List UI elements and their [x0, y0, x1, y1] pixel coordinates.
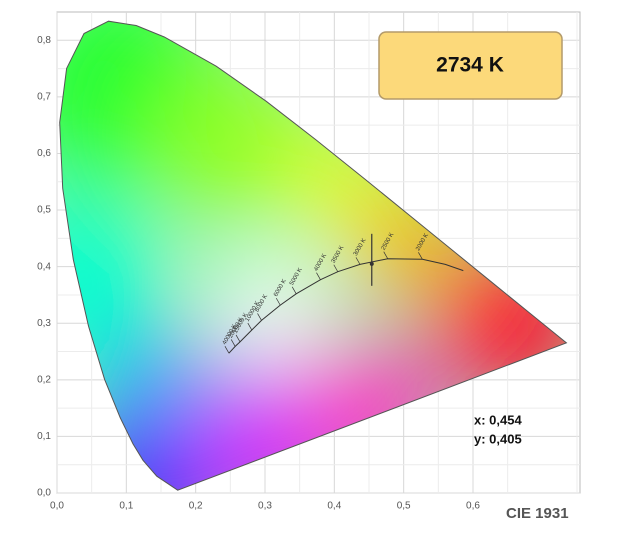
y-tick-label: 0,8 — [37, 35, 51, 46]
y-coordinate: y: 0,405 — [474, 431, 522, 446]
cct-tick — [247, 322, 253, 331]
cct-tick — [355, 257, 361, 265]
x-tick-label: 0,1 — [119, 501, 133, 512]
cct-tick — [316, 272, 321, 280]
y-tick-label: 0,4 — [37, 261, 51, 272]
cct-tick — [275, 297, 281, 306]
cct-tick — [291, 286, 297, 294]
x-tick-label: 0,6 — [466, 501, 480, 512]
x-tick-label: 0,3 — [258, 501, 272, 512]
x-tick-label: 0,4 — [327, 501, 341, 512]
cct-tick — [333, 264, 339, 272]
planckian-locus — [228, 258, 464, 354]
cct-tick — [257, 313, 262, 321]
cct-tick — [235, 334, 241, 343]
y-tick-label: 0,2 — [37, 374, 51, 385]
chart-title: CIE 1931 — [506, 505, 569, 522]
y-tick-label: 0,1 — [37, 431, 51, 442]
x-tick-label: 0,5 — [397, 501, 411, 512]
y-tick-label: 0,5 — [37, 205, 51, 216]
y-tick-label: 0,7 — [37, 92, 51, 103]
x-tick-label: 0,0 — [50, 501, 64, 512]
cct-tick — [418, 252, 423, 260]
x-tick-label: 0,2 — [189, 501, 203, 512]
y-tick-label: 0,0 — [37, 488, 51, 499]
cct-tick — [230, 339, 236, 347]
cct-value: 2734 K — [436, 54, 504, 77]
y-tick-label: 0,3 — [37, 318, 51, 329]
y-tick-label: 0,6 — [37, 148, 51, 159]
cct-box — [378, 31, 563, 100]
color-blob — [99, 324, 210, 435]
cct-tick — [224, 346, 230, 354]
x-coordinate: x: 0,454 — [474, 412, 522, 427]
cct-tick — [383, 251, 389, 259]
measured-point — [369, 261, 374, 266]
spectral-locus — [59, 20, 568, 491]
